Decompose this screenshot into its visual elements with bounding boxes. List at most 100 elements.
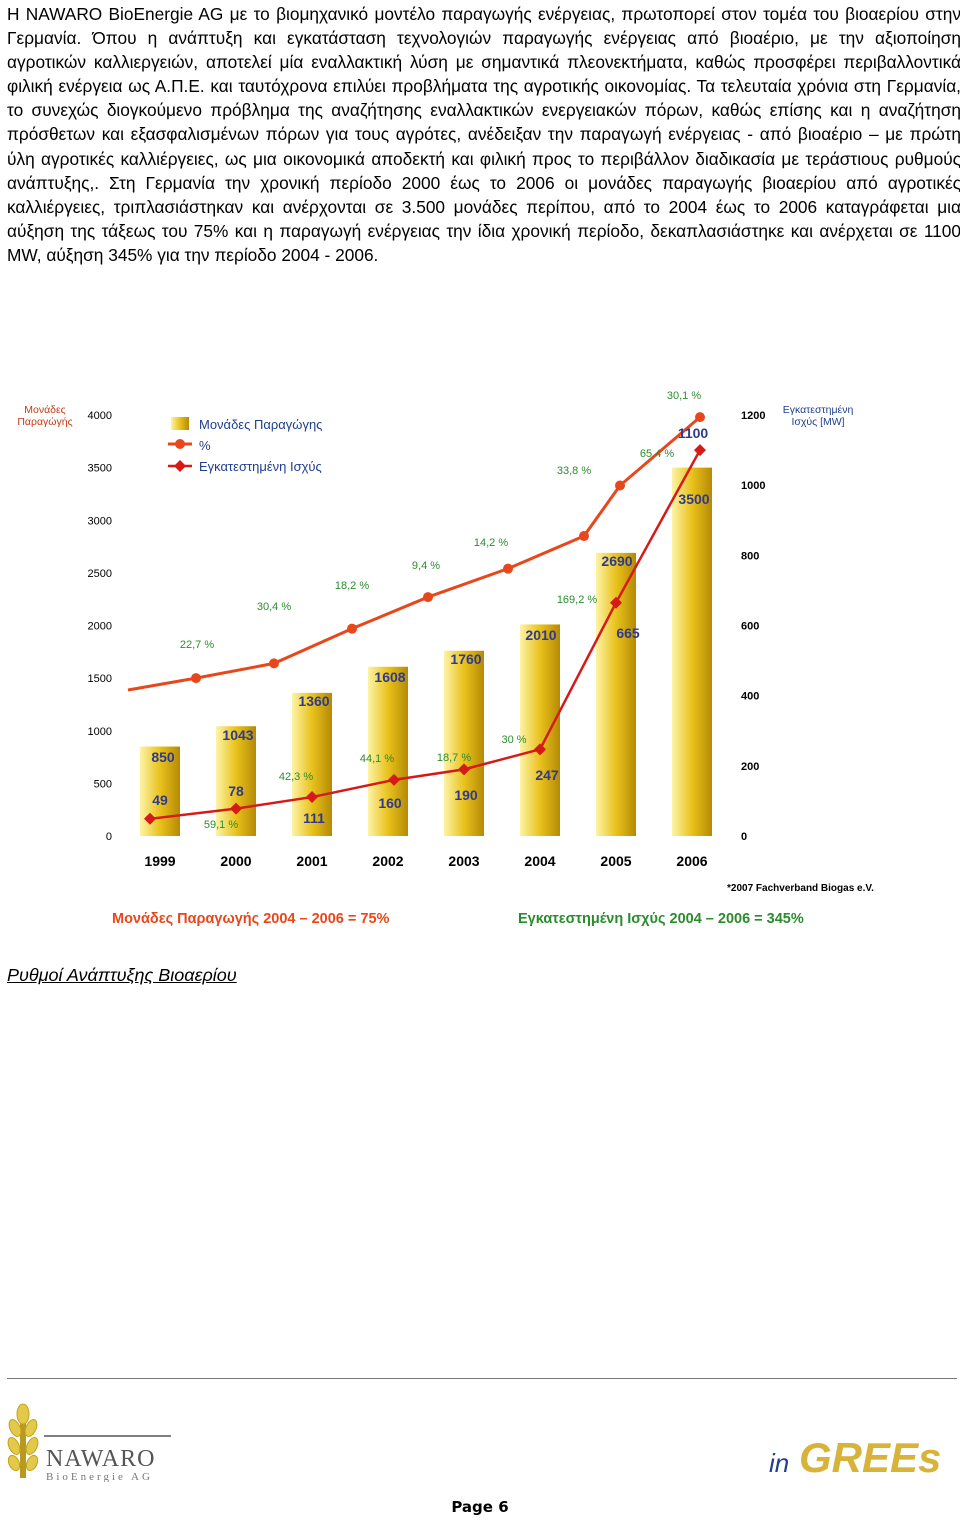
left-tick: 0: [106, 831, 112, 843]
left-tick: 2000: [88, 621, 112, 633]
right-tick: 800: [741, 550, 759, 562]
x-tick: 1999: [144, 853, 175, 869]
left-tick: 3500: [88, 463, 112, 475]
page-number: Page 6: [451, 1498, 509, 1516]
data-labels: 850 1043 1360 1608 1760 2010 2690 3500 22,7 % 30,…: [151, 390, 709, 831]
summary-units: Μονάδες Παραγωγής 2004 – 2006 = 75%: [112, 911, 390, 927]
nawaro-logo: NAWARO BioEnergie AG: [7, 1403, 171, 1482]
growth-label: 59,1 %: [204, 819, 238, 831]
power-marker: [306, 791, 318, 804]
growth-label: 42,3 %: [279, 771, 313, 783]
section-title: Ρυθμοί Ανάπτυξης Βιοαερίου: [7, 965, 237, 985]
right-tick: 600: [741, 621, 759, 633]
percent-label: 14,2 %: [474, 537, 508, 549]
power-value-label: 49: [152, 792, 168, 808]
legend-label: %: [199, 438, 211, 453]
left-tick: 3000: [88, 515, 112, 527]
bar-value-label: 1043: [222, 727, 253, 743]
power-line: [149, 449, 702, 821]
growth-label: 18,7 %: [437, 752, 471, 764]
biogas-chart: 05001000150020002500300035004000ΜονάδεςΠ…: [17, 390, 874, 894]
nawaro-name: NAWARO: [46, 1446, 155, 1472]
left-axis-title: Παραγώγής: [17, 416, 72, 428]
right-tick: 1000: [741, 480, 765, 492]
bar: [520, 624, 560, 836]
bar-value-label: 1608: [374, 669, 405, 685]
percent-label: 18,2 %: [335, 580, 369, 592]
power-marker: [610, 596, 622, 609]
percent-label: 22,7 %: [180, 639, 214, 651]
percent-marker: [579, 531, 589, 542]
percent-marker: [423, 592, 433, 603]
x-tick: 2006: [676, 853, 707, 869]
chart-legend: Μονάδες Παραγώγης% Εγκατεστημένη Ισχύς: [168, 417, 322, 474]
wheat-icon: [7, 1403, 39, 1478]
legend-label: Μονάδες Παραγώγης: [199, 417, 322, 432]
power-marker: [534, 743, 546, 756]
growth-label: 44,1 %: [360, 753, 394, 765]
ingrees-prefix: in: [769, 1448, 789, 1478]
power-value-label: 160: [378, 795, 402, 811]
x-tick: 2001: [296, 853, 327, 869]
right-tick: 1200: [741, 410, 765, 422]
x-tick: 2000: [220, 853, 251, 869]
legend-label: Εγκατεστημένη Ισχύς: [199, 459, 322, 474]
percent-marker: [695, 412, 705, 423]
bar-value-label: 1760: [450, 651, 481, 667]
right-axis-title: Ισχύς [MW]: [791, 416, 844, 428]
ingrees-logo: in GREEs: [769, 1434, 941, 1481]
percent-label: 30,1 %: [667, 390, 701, 402]
power-marker: [694, 444, 706, 457]
bar-value-label: 850: [151, 749, 175, 765]
growth-label: 30 %: [501, 734, 526, 746]
bar: [292, 692, 332, 836]
bar: [444, 650, 484, 836]
legend-marker-power: [174, 460, 186, 472]
summary-power: Εγκατεστημένη Ισχύς 2004 – 2006 = 345%: [518, 911, 804, 927]
power-value-label: 190: [454, 787, 478, 803]
right-axis-title: Εγκατεστημένη: [783, 404, 854, 416]
left-tick: 4000: [88, 410, 112, 422]
bar: [596, 552, 636, 836]
percent-marker: [191, 673, 201, 684]
bar-series: 1999 2000 2001 2002 2003 2004 2005 2006: [140, 467, 712, 869]
left-tick: 500: [94, 778, 112, 790]
power-value-label: 78: [228, 783, 244, 799]
power-marker: [458, 763, 470, 776]
bar-value-label: 3500: [678, 491, 709, 507]
x-tick: 2005: [600, 853, 631, 869]
right-tick: 400: [741, 691, 759, 703]
left-axis: 0 500 1000 1500 2000 2500 3000 3500 4000 ΜονάδεςΠ…: [17, 404, 112, 843]
percent-label: 30,4 %: [257, 601, 291, 613]
x-tick: 2002: [372, 853, 403, 869]
ingrees-name: GREEs: [799, 1434, 941, 1481]
right-tick: 0: [741, 831, 747, 843]
percent-label: 9,4 %: [412, 560, 440, 572]
right-tick: 200: [741, 761, 759, 773]
right-axis: 0 200 400 600 800 1000 1200 ΕγκατεστημένηΙσχύς …: [741, 404, 853, 843]
bar-value-label: 2010: [525, 627, 556, 643]
bar: [368, 666, 408, 836]
left-tick: 1000: [88, 726, 112, 738]
body-paragraph: Η NAWARO BioEnergie AG με το βιομηχανικό…: [7, 4, 960, 265]
percent-label: 65,4 %: [640, 448, 674, 460]
power-marker: [388, 773, 400, 786]
bar-value-label: 1360: [298, 693, 329, 709]
power-value-label: 665: [616, 625, 640, 641]
power-marker: [144, 812, 156, 825]
power-value-label: 111: [303, 810, 325, 826]
legend-marker-percent: [175, 439, 185, 449]
percent-marker: [615, 480, 625, 491]
x-tick: 2003: [448, 853, 479, 869]
legend-swatch-bars: [171, 417, 189, 430]
percent-label: 33,8 %: [557, 465, 591, 477]
chart-source: *2007 Fachverband Biogas e.V.: [727, 883, 874, 894]
footer-divider: [7, 1378, 957, 1379]
percent-marker: [347, 623, 357, 634]
growth-label: 169,2 %: [557, 594, 598, 606]
bar-value-label: 2690: [601, 553, 632, 569]
x-tick: 2004: [524, 853, 555, 869]
left-tick: 2500: [88, 568, 112, 580]
line-series: [127, 412, 706, 825]
percent-marker: [503, 563, 513, 574]
